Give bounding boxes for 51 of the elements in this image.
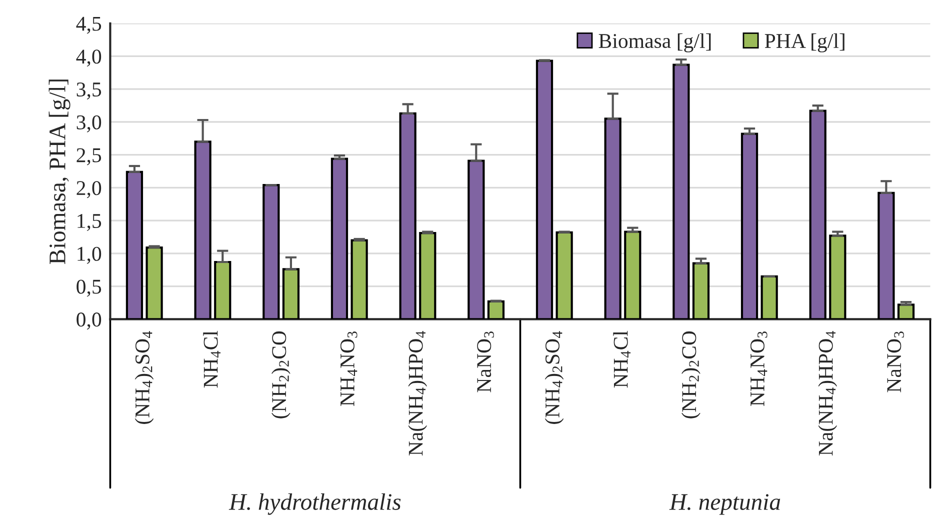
legend-label: Biomasa [g/l] [598, 33, 711, 52]
bar [282, 268, 300, 320]
y-tick-label: 2,5 [76, 148, 102, 166]
bar [194, 140, 212, 320]
y-axis-title: Biomasa, PHA [g/l] [48, 80, 70, 264]
x-tick-label: NH$_{4}$NO$_{3}$ [340, 332, 358, 406]
legend-label: PHA [g/l] [764, 33, 844, 52]
bar [556, 231, 573, 320]
x-tick-label: Na(NH$_{4}$)HPO$_{4}$ [818, 331, 838, 456]
bar [829, 234, 846, 320]
bar [604, 118, 622, 320]
bar [624, 230, 642, 320]
bar [214, 260, 232, 320]
x-tick-label: (NH$_{2}$)$_{2}$CO [682, 331, 700, 418]
y-tick-label: 1,0 [78, 246, 102, 264]
bar [878, 192, 895, 320]
bar [350, 239, 368, 320]
x-tick-label: NH$_{4}$NO$_{3}$ [750, 332, 768, 406]
text: H. neptunia [669, 494, 780, 515]
y-tick-label: 4,0 [76, 50, 102, 67]
bar [536, 60, 554, 320]
x-tick-label: (NH$_{4}$)$_{2}$SO$_{4}$ [544, 331, 564, 424]
x-tick-label: (NH$_{4}$)$_{2}$SO$_{4}$ [134, 331, 154, 424]
x-tick-label: NH$_{4}$Cl [203, 330, 220, 388]
bar [740, 132, 758, 320]
y-tick-label: 0,0 [76, 312, 102, 330]
x-tick-label: Na(NH$_{4}$)HPO$_{4}$ [408, 331, 428, 456]
bar [146, 246, 163, 320]
y-tick-label: 1,5 [78, 214, 102, 232]
x-tick-label: NaNO$_{3}$ [887, 332, 904, 392]
y-tick-label: 4,5 [76, 16, 102, 34]
bar [330, 158, 348, 320]
bar [809, 110, 826, 320]
x-tick-label: NaNO$_{3}$ [477, 332, 494, 392]
bar [692, 262, 710, 320]
bar [126, 170, 144, 320]
x-tick-label: (NH$_{2}$)$_{2}$CO [271, 331, 290, 418]
bar [419, 232, 436, 320]
text: H. hydrothermalis [228, 493, 401, 515]
bar [897, 304, 915, 320]
bar [262, 184, 280, 320]
bar [672, 64, 690, 320]
y-tick-label: 3,0 [76, 115, 102, 132]
bar [468, 160, 485, 320]
x-tick-label: NH$_{4}$Cl [613, 330, 630, 388]
y-tick-label: 3,5 [76, 82, 102, 100]
bar [760, 275, 778, 320]
bar [399, 112, 416, 320]
y-tick-label: 0,5 [76, 280, 102, 297]
bar [487, 300, 505, 320]
y-tick-label: 2,0 [76, 181, 102, 198]
